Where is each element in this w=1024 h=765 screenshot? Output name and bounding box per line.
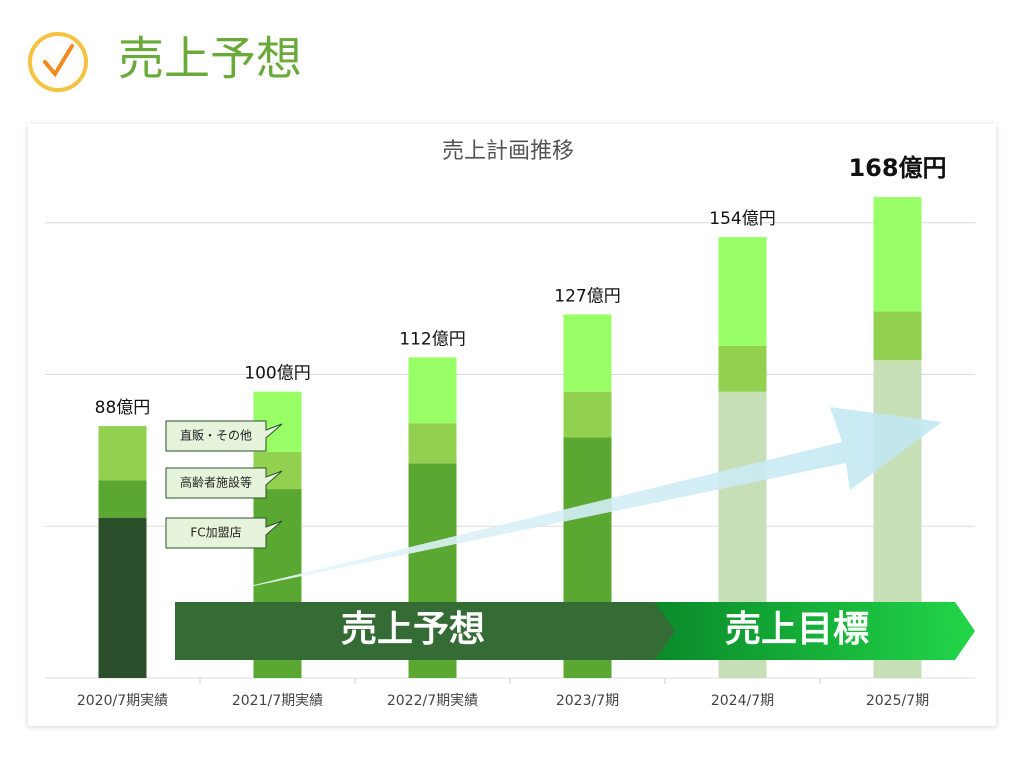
check-icon	[28, 32, 88, 92]
bar-segment	[563, 314, 612, 392]
x-tick-label: 2022/7期実績	[387, 693, 478, 709]
bar-segment	[408, 357, 457, 424]
callout-box	[165, 467, 283, 499]
forecast-banner	[175, 602, 680, 660]
bar-segment	[873, 197, 922, 312]
bar-segment	[408, 423, 457, 464]
banner-label: 売上目標	[725, 609, 869, 650]
chart-title: 売上計画推移	[442, 139, 574, 164]
legend-label: 直販・その他	[180, 429, 252, 443]
bar-segment	[718, 345, 767, 392]
growth-arrow	[225, 407, 942, 592]
bar-segment	[718, 237, 767, 346]
bar-segment	[98, 480, 147, 518]
x-tick-label: 2025/7期	[866, 693, 929, 709]
legend-label: 高齢者施設等	[180, 475, 252, 490]
total-label: 127億円	[554, 286, 620, 306]
x-tick-label: 2020/7期実績	[77, 693, 168, 709]
x-tick-label: 2024/7期	[711, 693, 774, 709]
callout-box	[165, 420, 283, 452]
banner-label: 売上予想	[341, 609, 485, 650]
check-mark	[43, 44, 74, 78]
bar-segment	[98, 426, 147, 481]
bar-segment	[563, 391, 612, 438]
total-label: 154億円	[709, 209, 775, 229]
legend-label: FC加盟店	[190, 526, 241, 540]
total-label: 88億円	[95, 398, 151, 418]
total-label: 168億円	[848, 154, 946, 182]
callout-box	[165, 517, 283, 549]
bar-segment	[873, 311, 922, 361]
x-tick-label: 2021/7期実績	[232, 693, 323, 709]
total-label: 112億円	[399, 329, 465, 349]
page-title: 売上予想	[118, 32, 302, 86]
total-label: 100億円	[244, 364, 310, 384]
x-tick-label: 2023/7期	[556, 693, 619, 709]
target-banner	[655, 602, 975, 660]
bar-segment	[98, 517, 147, 678]
